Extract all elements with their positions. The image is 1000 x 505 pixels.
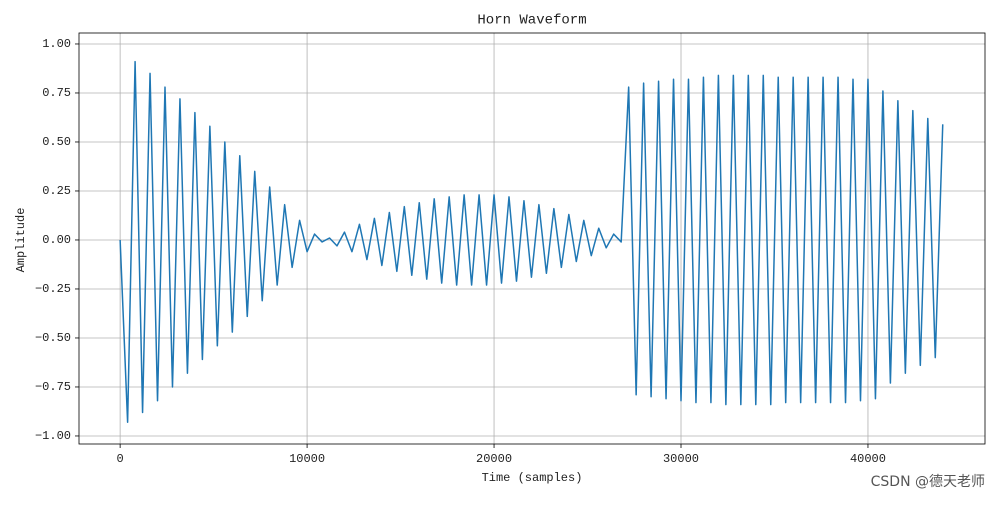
x-tick-label: 40000 [850, 452, 886, 466]
y-tick-label: 1.00 [42, 37, 71, 51]
x-tick-label: 30000 [663, 452, 699, 466]
x-tick-label: 10000 [289, 452, 325, 466]
x-tick-label: 20000 [476, 452, 512, 466]
y-tick-label: 0.00 [42, 233, 71, 247]
y-tick-label: −0.25 [35, 282, 71, 296]
y-tick-label: −0.75 [35, 380, 71, 394]
chart-title: Horn Waveform [477, 13, 586, 29]
y-axis-label: Amplitude [14, 208, 28, 273]
watermark: CSDN @德天老师 [871, 474, 985, 490]
y-tick-label: 0.50 [42, 135, 71, 149]
series-line [119, 60, 944, 423]
y-tick-label: −1.00 [35, 429, 71, 443]
plot-frame [78, 32, 986, 445]
x-tick-label: 0 [117, 452, 124, 466]
y-tick-label: −0.50 [35, 331, 71, 345]
y-tick-label: 0.75 [42, 86, 71, 100]
x-axis-label: Time (samples) [482, 471, 583, 485]
y-tick-label: 0.25 [42, 184, 71, 198]
